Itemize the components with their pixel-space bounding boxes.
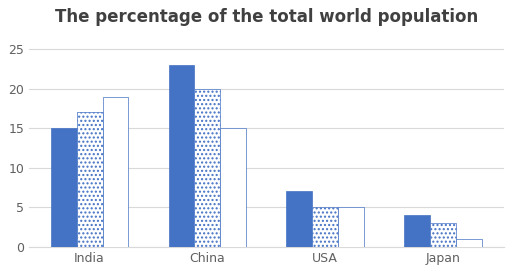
Bar [456, 239, 482, 247]
Bar [51, 128, 77, 247]
Bar [102, 97, 129, 247]
Bar [286, 191, 312, 247]
Bar [195, 89, 220, 247]
Bar [312, 207, 338, 247]
Bar [220, 128, 246, 247]
Bar [404, 215, 430, 247]
Bar [77, 112, 102, 247]
Bar [430, 223, 456, 247]
Bar [338, 207, 364, 247]
Bar [168, 65, 195, 247]
Title: The percentage of the total world population: The percentage of the total world popula… [55, 8, 478, 26]
